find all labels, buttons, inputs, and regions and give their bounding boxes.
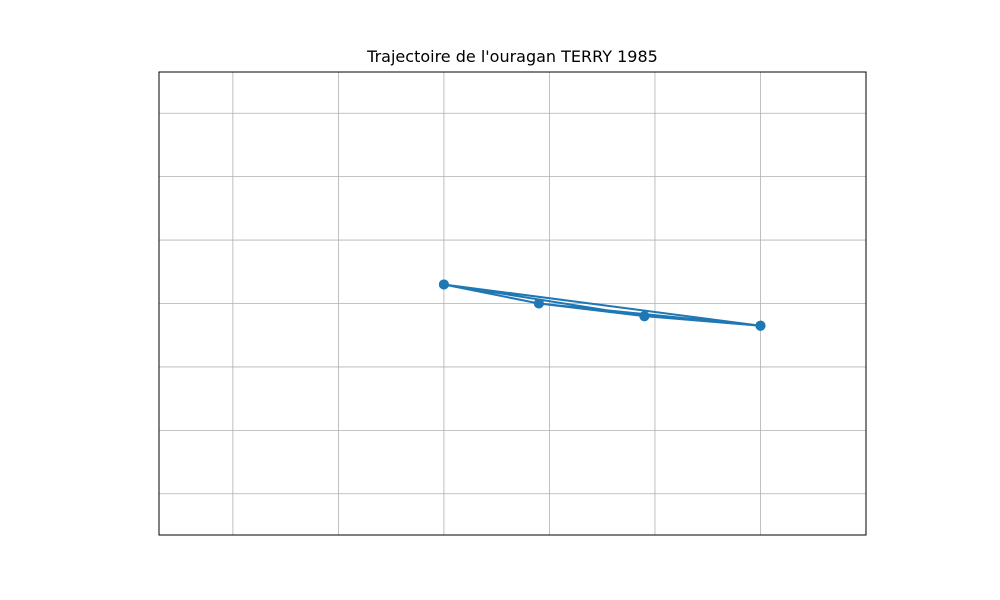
chart-title: Trajectoire de l'ouragan TERRY 1985 — [367, 47, 658, 66]
data-point — [639, 311, 650, 322]
data-point — [533, 298, 544, 309]
series-line — [442, 283, 762, 327]
data-point — [755, 320, 766, 331]
plot-frame — [158, 71, 867, 536]
data-point — [438, 279, 449, 290]
